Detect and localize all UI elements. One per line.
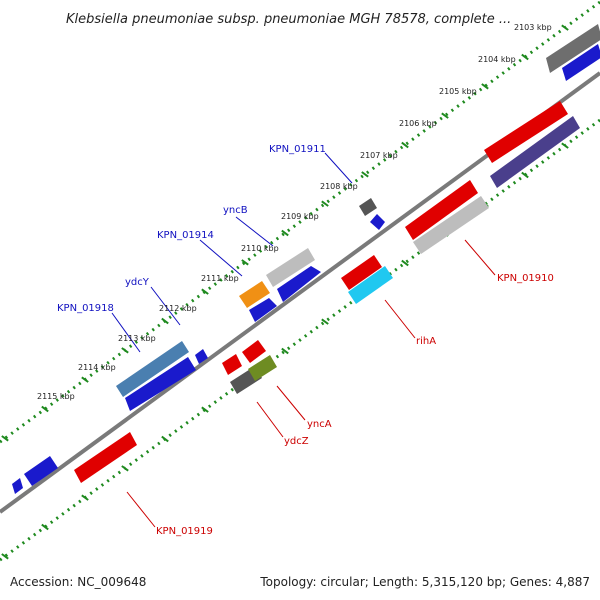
gene-label-yncB[interactable]: yncB (223, 205, 248, 216)
gene-label-rihA[interactable]: rihA (416, 336, 436, 347)
tick-mark (201, 406, 209, 413)
gene-label-KPN_01911[interactable]: KPN_01911 (269, 144, 326, 155)
tick-mark (441, 112, 449, 119)
tick-mark (161, 317, 169, 325)
genome-summary-text: Topology: circular; Length: 5,315,120 bp… (260, 575, 590, 589)
tick-label: 2105 kbp (439, 87, 477, 96)
tick-mark (161, 435, 169, 443)
gene-label-KPN_01910[interactable]: KPN_01910 (497, 273, 554, 284)
gene-shape[interactable] (74, 432, 137, 483)
tick-mark (81, 494, 89, 501)
tick-mark (321, 318, 329, 325)
tick-mark (121, 347, 129, 354)
tick-label: 2113 kbp (118, 334, 156, 343)
gene-shape[interactable] (359, 198, 377, 216)
tick-label: 2111 kbp (201, 274, 239, 283)
map-title: Klebsiella pneumoniae subsp. pneumoniae … (66, 12, 511, 27)
gene-label-ydcY[interactable]: ydcY (125, 277, 150, 288)
accession-text: Accession: NC_009648 (10, 575, 147, 589)
tick-mark (401, 141, 409, 149)
gene-shape[interactable] (12, 478, 23, 494)
gene-shape[interactable] (242, 340, 266, 363)
tick-mark (281, 347, 289, 355)
gene-label-KPN_01919[interactable]: KPN_01919 (156, 526, 213, 537)
tick-mark (81, 376, 89, 383)
tick-mark (561, 24, 569, 31)
outer-tick-ruler (0, 0, 600, 444)
tick-label: 2110 kbp (241, 244, 279, 253)
tick-label: 2114 kbp (78, 363, 116, 372)
gene-shape[interactable] (266, 248, 315, 287)
gene-shape[interactable] (405, 180, 478, 240)
gene-shape[interactable] (24, 456, 58, 486)
gene-label-KPN_01914[interactable]: KPN_01914 (157, 230, 214, 241)
tick-mark (41, 523, 49, 531)
gene-shape[interactable] (490, 116, 580, 188)
tick-mark (521, 53, 529, 61)
tick-label: 2109 kbp (281, 212, 319, 221)
tick-label: 2112 kbp (159, 304, 197, 313)
gene-shape[interactable] (125, 357, 196, 411)
gene-shape[interactable] (370, 214, 385, 230)
tick-mark (241, 259, 249, 266)
gene-label-KPN_01918[interactable]: KPN_01918 (57, 303, 114, 314)
gene-shape[interactable] (546, 24, 600, 73)
inner-tick-ruler (0, 118, 600, 562)
tick-mark (121, 465, 129, 472)
gene-shape[interactable] (484, 101, 568, 163)
tick-mark (561, 142, 569, 149)
gene-shape[interactable] (341, 255, 382, 290)
tick-label: 2115 kbp (37, 392, 75, 401)
gene-label-yncA[interactable]: yncA (307, 419, 332, 430)
gene-shape[interactable] (195, 349, 208, 364)
tick-mark (401, 259, 409, 267)
tick-label: 2103 kbp (514, 23, 552, 32)
reverse-label-leaders (126, 239, 496, 528)
tick-mark (521, 171, 529, 179)
tick-mark (361, 171, 369, 178)
tick-mark (281, 229, 289, 237)
gene-shape[interactable] (348, 266, 393, 304)
gene-shape[interactable] (413, 196, 489, 254)
tick-mark (481, 83, 489, 90)
tick-mark (41, 405, 49, 413)
gene-shape[interactable] (562, 44, 600, 81)
tick-label: 2108 kbp (320, 182, 358, 191)
tick-label: 2106 kbp (399, 119, 437, 128)
tick-mark (321, 200, 329, 207)
gene-shape[interactable] (277, 266, 321, 302)
tick-label: 2104 kbp (478, 55, 516, 64)
gene-shape[interactable] (248, 355, 277, 381)
tick-mark (1, 435, 9, 442)
gene-label-ydcZ[interactable]: ydcZ (284, 436, 309, 447)
gene-shape[interactable] (249, 298, 277, 322)
gene-shape[interactable] (116, 341, 189, 397)
forward-label-leaders (111, 152, 353, 353)
tick-mark (1, 553, 9, 560)
tick-mark (201, 288, 209, 295)
gene-shape[interactable] (239, 281, 270, 308)
tick-label: 2107 kbp (360, 151, 398, 160)
gene-shape[interactable] (222, 354, 242, 375)
